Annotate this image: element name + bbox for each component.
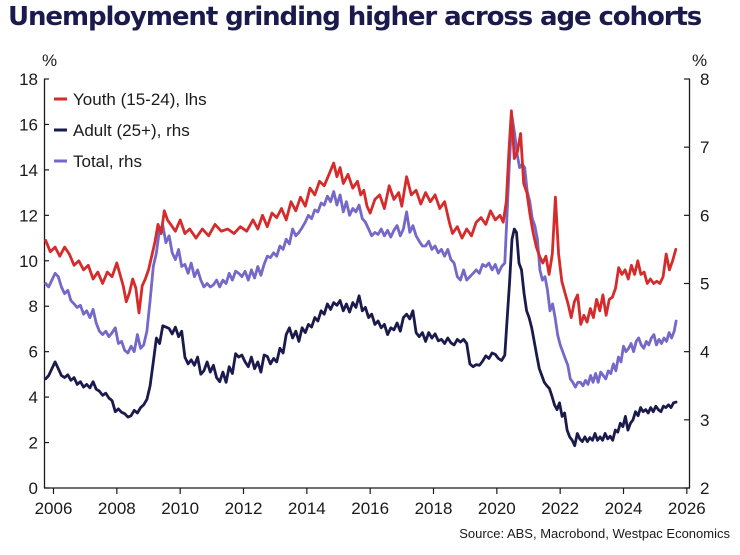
right-tick-label: 4 [700, 343, 709, 362]
left-axis-ticks: 0 2 4 6 8 10 12 14 16 18 [19, 70, 49, 498]
series-line-total, [44, 115, 678, 389]
source-note: Source: ABS, Macrobond, Westpac Economic… [459, 526, 730, 541]
left-tick-label: 18 [19, 70, 38, 89]
legend: Youth (15-24), lhs Adult (25+), rhs Total,… [54, 90, 207, 171]
left-tick-label: 2 [29, 434, 38, 453]
x-tick-label: 2020 [478, 499, 516, 518]
right-axis-unit-label: % [692, 51, 707, 70]
legend-label-youth: Youth (15-24), lhs [73, 90, 207, 109]
x-tick-label: 2014 [288, 499, 326, 518]
left-tick-label: 0 [29, 479, 38, 498]
series-line-adult [44, 227, 678, 448]
series-lines [44, 109, 678, 448]
left-tick-label: 4 [29, 388, 38, 407]
x-tick-label: 2024 [605, 499, 643, 518]
left-axis-unit-label: % [42, 51, 57, 70]
right-tick-label: 2 [700, 479, 709, 498]
chart-title: Unemployment grinding higher across age … [8, 2, 702, 32]
x-tick-label: 2012 [225, 499, 263, 518]
right-tick-label: 7 [700, 138, 709, 157]
x-axis-ticks: 2006 2008 2010 2012 2014 2016 2018 2020 2022 2024… [35, 488, 706, 518]
x-tick-label: 2026 [668, 499, 706, 518]
x-tick-label: 2008 [98, 499, 136, 518]
x-tick-label: 2016 [351, 499, 389, 518]
left-tick-label: 16 [19, 115, 38, 134]
legend-label-total,: Total, rhs [73, 152, 142, 171]
x-tick-label: 2022 [541, 499, 579, 518]
right-axis-ticks: 2 3 4 5 6 7 8 [684, 70, 709, 498]
legend-label-adult: Adult (25+), rhs [73, 121, 190, 140]
series-line-youth [44, 109, 678, 326]
x-tick-label: 2010 [161, 499, 199, 518]
left-tick-label: 12 [19, 206, 38, 225]
x-tick-label: 2006 [35, 499, 73, 518]
x-tick-label: 2018 [415, 499, 453, 518]
left-tick-label: 6 [29, 343, 38, 362]
left-tick-label: 10 [19, 252, 38, 271]
right-tick-label: 3 [700, 411, 709, 430]
left-tick-label: 14 [19, 161, 38, 180]
right-tick-label: 6 [700, 206, 709, 225]
right-tick-label: 5 [700, 275, 709, 294]
right-tick-label: 8 [700, 70, 709, 89]
left-tick-label: 8 [29, 297, 38, 316]
